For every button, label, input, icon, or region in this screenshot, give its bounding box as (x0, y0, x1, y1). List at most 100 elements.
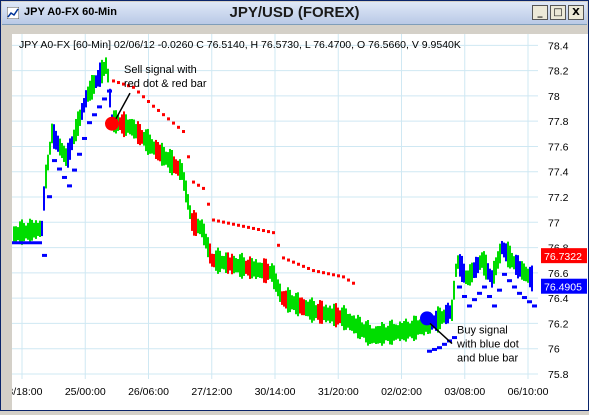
y-tick-label: 77.2 (548, 192, 569, 204)
buy-stop-dot (97, 105, 102, 109)
sell-stop-dot (327, 272, 330, 276)
buy-stop-dot (482, 285, 487, 289)
buy-stop-dot (472, 298, 477, 302)
buy-stop-dot (37, 241, 42, 245)
x-axis: 23/18:00 25/00:00 26/06:00 27/12:00 30/14:00… (2, 379, 588, 410)
buy-stop-dot (502, 272, 507, 276)
sell-stop-dot (317, 270, 320, 274)
buy-stop-dot (52, 159, 57, 163)
x-tick-label: 23/18:00 (12, 386, 43, 398)
sell-stop-dot (337, 274, 340, 278)
buy-stop-dot (527, 300, 532, 304)
buy-arrow (429, 322, 453, 345)
x-tick-label: 06/10:00 (508, 386, 549, 398)
buy-stop-dot (457, 285, 462, 289)
y-tick-label: 76.2 (548, 318, 569, 330)
y-tick-label: 77 (548, 217, 560, 229)
sell-stop-dot (257, 227, 260, 231)
buy-stop-dot (92, 113, 97, 117)
buy-stop-dot (487, 294, 492, 298)
buy-stop-dot (62, 175, 67, 179)
sell-stop-dot (312, 269, 315, 273)
buy-stop-dot (477, 291, 482, 295)
sell-stop-dot (242, 224, 245, 228)
price-chart[interactable]: Sell signal with red dot & red bar Buy sig… (12, 34, 538, 379)
sell-stop-dot (152, 104, 155, 108)
sell-stop-dot (352, 281, 355, 285)
buy-annotation-text: and blue bar (457, 353, 518, 365)
lower-price-tag (541, 278, 587, 294)
x-tick-label: 02/02:00 (381, 386, 422, 398)
sell-stop-dot (252, 226, 255, 230)
sell-stop-dot (202, 186, 205, 190)
window-title: JPY A0-FX 60-Min (24, 6, 117, 18)
sell-stop-dot (167, 117, 170, 121)
buy-stop-dot (77, 152, 82, 156)
sell-stop-dot (272, 231, 275, 235)
sell-stop-dot (237, 223, 240, 227)
y-tick-label: 78.2 (548, 66, 569, 78)
buy-signal-dot (420, 311, 434, 326)
sell-stop-dot (177, 125, 180, 129)
buy-stop-dot (522, 296, 527, 300)
sell-stop-dot (187, 155, 190, 159)
sell-stop-dot (117, 81, 120, 85)
chart-app-icon (7, 7, 19, 19)
sell-stop-dot (347, 278, 350, 282)
buy-stop-dot (22, 241, 27, 245)
y-tick-label: 76 (548, 344, 560, 356)
buy-stop-dot (87, 121, 92, 125)
plot-area[interactable]: Sell signal with red dot & red bar Buy sig… (12, 34, 538, 379)
maximize-button[interactable]: □ (550, 5, 566, 20)
y-axis-labels: 75.87676.276.476.676.87777.277.477.677.8… (541, 40, 587, 381)
upper-price-tag (541, 248, 587, 264)
buy-stop-dot (67, 184, 72, 188)
buy-stop-dot (32, 241, 37, 245)
sell-stop-dot (332, 273, 335, 277)
sell-signal-dot (105, 116, 119, 131)
sell-stop-dot (147, 99, 150, 103)
buy-stop-dot (517, 291, 522, 295)
sell-stop-dot (227, 221, 230, 225)
buy-stop-dot (102, 97, 107, 101)
sell-stop-dot (112, 79, 115, 83)
title-bar[interactable]: JPY A0-FX 60-Min JPY/USD (FOREX) _ □ X (2, 2, 587, 25)
sell-annotation-text: Sell signal with (124, 64, 197, 76)
sell-stop-dot (342, 275, 345, 279)
sell-stop-dot (222, 220, 225, 224)
buy-stop-dot (437, 346, 442, 350)
y-tick-label: 75.8 (548, 369, 569, 379)
buy-stop-dot (452, 336, 457, 340)
x-tick-label: 26/06:00 (128, 386, 169, 398)
buy-stop-dot (42, 253, 47, 257)
sell-stop-dot (157, 108, 160, 112)
buy-stop-dot (17, 241, 22, 245)
sell-annotation-text: red dot & red bar (124, 78, 207, 90)
sell-stop-dot (262, 229, 265, 233)
sell-stop-dot (197, 183, 200, 187)
buy-stop-dot (467, 304, 472, 308)
sell-stop-dot (162, 113, 165, 117)
info-line: JPY A0-FX [60-Min] 02/06/12 -0.0260 C 76… (19, 39, 461, 51)
close-button[interactable]: X (568, 5, 584, 20)
buy-stop-dot (47, 195, 52, 199)
buy-stop-dot (532, 304, 537, 308)
y-axis: 75.87676.276.476.676.87777.277.477.677.8… (538, 34, 588, 381)
y-tick-label: 77.4 (548, 167, 569, 179)
buy-stop-dot (107, 89, 112, 93)
sell-stop-dot (127, 84, 130, 88)
y-tick-label: 76.4 (548, 293, 569, 305)
x-tick-label: 25/00:00 (65, 386, 106, 398)
buy-stop-dot (57, 167, 62, 171)
sell-stop-dot (192, 180, 195, 184)
buy-stop-dot (442, 342, 447, 346)
buy-stop-dot (462, 294, 467, 298)
minimize-button[interactable]: _ (532, 5, 548, 20)
buy-stop-dot (492, 304, 497, 308)
buy-stop-dot (512, 285, 517, 289)
buy-stop-dot (27, 241, 32, 245)
x-tick-label: 27/12:00 (191, 386, 232, 398)
sell-stop-dot (287, 258, 290, 262)
sell-stop-dot (267, 230, 270, 234)
